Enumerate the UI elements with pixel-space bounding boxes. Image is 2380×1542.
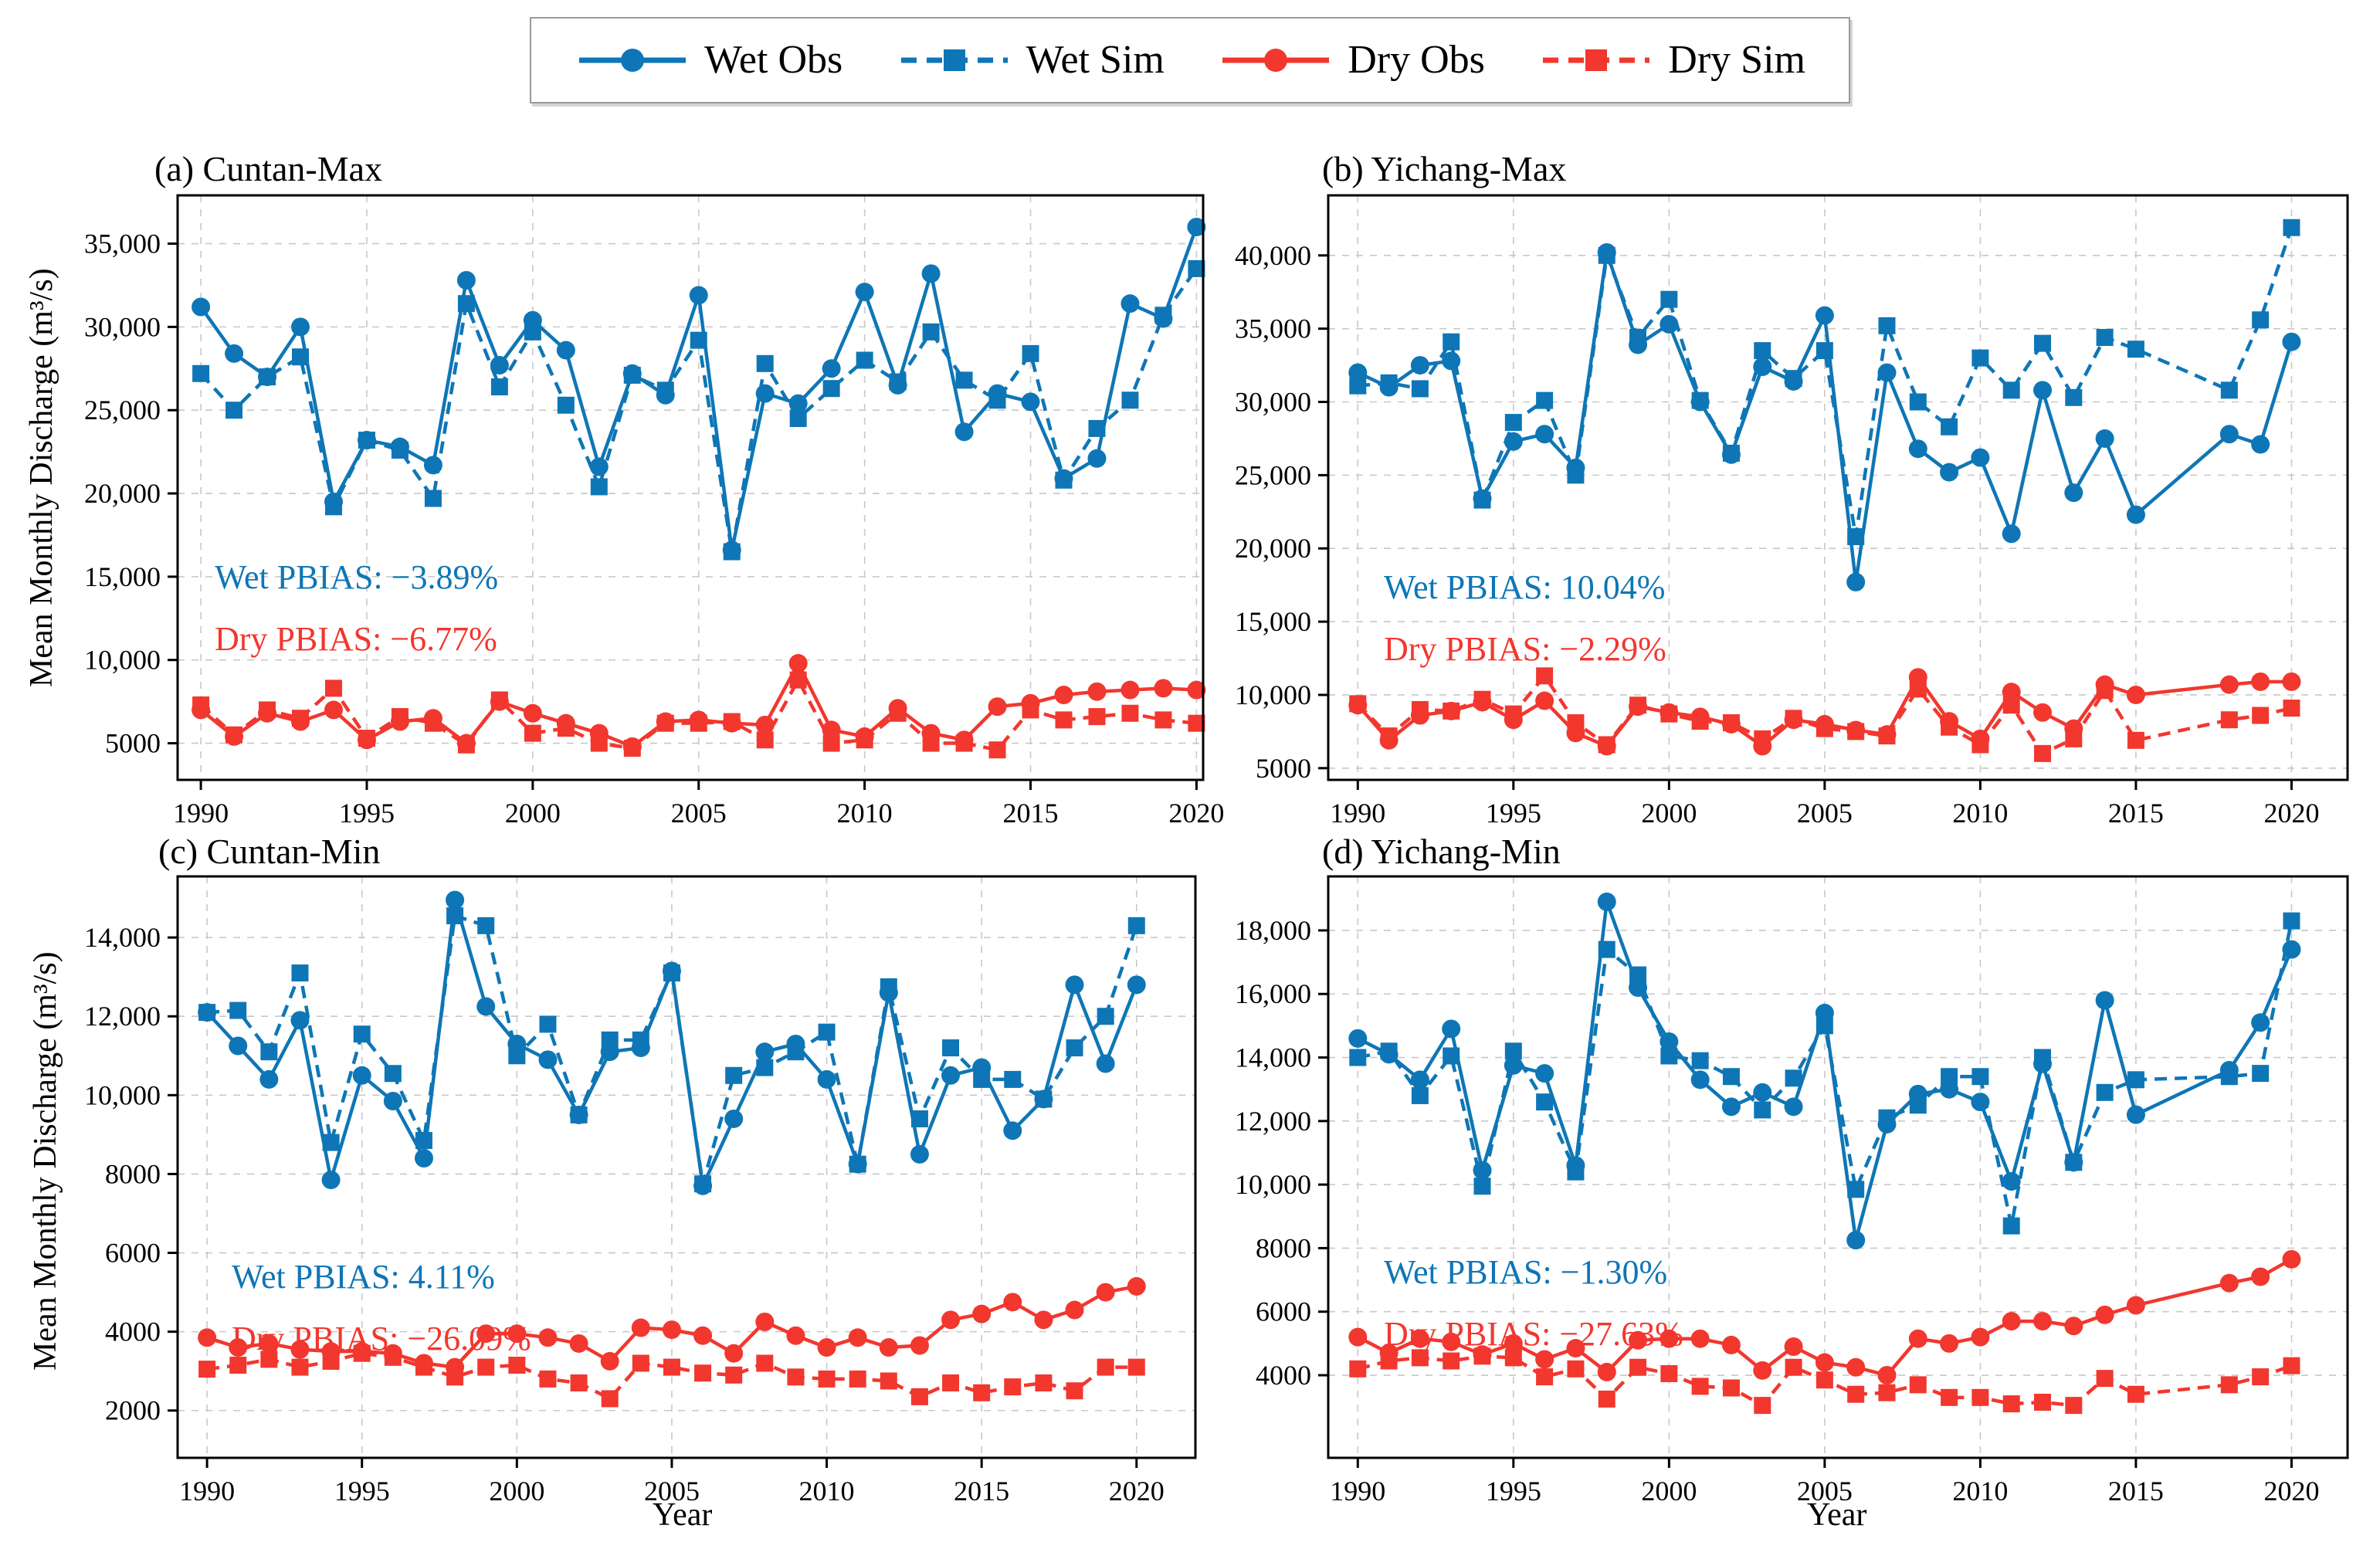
y-axis-label-bottom-row: Mean Monthly Discharge (m³/s) xyxy=(28,951,63,1371)
legend-item-dry-sim: Dry Sim xyxy=(1538,38,1805,83)
panel-a-title: (a) Cuntan-Max xyxy=(154,149,383,188)
dry-obs-line-marker-icon xyxy=(1222,49,1330,72)
panel-a-dry-pbias: Dry PBIAS: −6.77% xyxy=(215,620,497,658)
legend: Wet Obs Wet Sim Dry Obs Dry Sim xyxy=(530,17,1850,103)
svg-text:10,000: 10,000 xyxy=(1235,679,1311,710)
svg-text:4000: 4000 xyxy=(105,1317,161,1347)
panel-c-wet-pbias: Wet PBIAS: 4.11% xyxy=(232,1258,495,1296)
y-axis-label-top-row: Mean Monthly Discharge (m³/s) xyxy=(24,268,59,687)
svg-text:5000: 5000 xyxy=(1256,753,1311,784)
panel-d-dry-pbias: Dry PBIAS: −27.63% xyxy=(1384,1315,1683,1353)
svg-text:2010: 2010 xyxy=(837,798,893,829)
svg-text:2005: 2005 xyxy=(1797,1476,1853,1506)
legend-label: Wet Sim xyxy=(1026,38,1165,82)
svg-text:30,000: 30,000 xyxy=(1235,387,1311,418)
x-axis-label-right: Year xyxy=(1807,1497,1867,1533)
svg-text:40,000: 40,000 xyxy=(1235,240,1311,271)
legend-item-wet-obs: Wet Obs xyxy=(575,38,842,83)
panel-a-wet-pbias: Wet PBIAS: −3.89% xyxy=(215,558,499,596)
legend-item-wet-sim: Wet Sim xyxy=(897,38,1165,83)
svg-text:8000: 8000 xyxy=(1256,1232,1311,1263)
panel-c-plot: 2000 4000 6000 8000 10,000 12,000 14,000 1990 19… xyxy=(84,875,1197,1506)
svg-text:2010: 2010 xyxy=(799,1476,855,1506)
svg-text:10,000: 10,000 xyxy=(1235,1169,1311,1200)
svg-text:35,000: 35,000 xyxy=(84,229,161,259)
svg-text:2015: 2015 xyxy=(2108,798,2164,829)
svg-text:6000: 6000 xyxy=(105,1238,161,1269)
svg-text:1990: 1990 xyxy=(1330,798,1385,829)
legend-label: Wet Obs xyxy=(704,38,843,82)
svg-text:2005: 2005 xyxy=(671,798,727,829)
svg-text:20,000: 20,000 xyxy=(84,478,161,509)
svg-text:15,000: 15,000 xyxy=(1235,606,1311,637)
wet-sim-line-marker-icon xyxy=(900,49,1008,71)
svg-text:12,000: 12,000 xyxy=(84,1001,161,1032)
legend-label: Dry Sim xyxy=(1668,38,1805,82)
svg-text:1995: 1995 xyxy=(334,1476,390,1506)
svg-text:6000: 6000 xyxy=(1256,1296,1311,1327)
svg-text:12,000: 12,000 xyxy=(1235,1106,1311,1137)
svg-text:2020: 2020 xyxy=(1168,798,1224,829)
svg-text:10,000: 10,000 xyxy=(84,645,161,676)
svg-text:2005: 2005 xyxy=(1797,798,1853,829)
panel-a-plot: 5000 10,000 15,000 20,000 25,000 30,000 35,000… xyxy=(84,194,1224,829)
dry-sim-line-marker-icon xyxy=(1543,49,1650,71)
svg-text:1995: 1995 xyxy=(339,798,395,829)
legend-label: Dry Obs xyxy=(1348,38,1485,82)
svg-text:14,000: 14,000 xyxy=(84,922,161,953)
svg-text:15,000: 15,000 xyxy=(84,561,161,592)
svg-text:1990: 1990 xyxy=(179,1476,235,1506)
svg-text:2010: 2010 xyxy=(1952,798,2008,829)
svg-text:2020: 2020 xyxy=(2263,798,2319,829)
svg-text:18,000: 18,000 xyxy=(1235,915,1311,946)
panel-d-title: (d) Yichang-Min xyxy=(1322,832,1561,871)
svg-text:2000: 2000 xyxy=(1641,798,1697,829)
svg-text:14,000: 14,000 xyxy=(1235,1042,1311,1073)
svg-text:5000: 5000 xyxy=(105,728,161,759)
svg-text:25,000: 25,000 xyxy=(1235,459,1311,490)
svg-text:1990: 1990 xyxy=(1330,1476,1385,1506)
legend-item-dry-obs: Dry Obs xyxy=(1218,38,1485,83)
svg-text:30,000: 30,000 xyxy=(84,311,161,342)
svg-text:20,000: 20,000 xyxy=(1235,533,1311,564)
panel-d-plot: 4000 6000 8000 10,000 12,000 14,000 16,000 18,0… xyxy=(1235,875,2349,1506)
svg-text:4000: 4000 xyxy=(1256,1360,1311,1391)
panel-c-dry-pbias: Dry PBIAS: −26.09% xyxy=(232,1320,531,1357)
svg-text:1995: 1995 xyxy=(1486,1476,1541,1506)
svg-text:2015: 2015 xyxy=(2108,1476,2164,1506)
svg-text:2015: 2015 xyxy=(1003,798,1059,829)
panel-b-dry-pbias: Dry PBIAS: −2.29% xyxy=(1384,630,1666,668)
svg-text:25,000: 25,000 xyxy=(84,395,161,425)
svg-text:2000: 2000 xyxy=(505,798,561,829)
svg-text:35,000: 35,000 xyxy=(1235,313,1311,344)
svg-text:2000: 2000 xyxy=(1641,1476,1697,1506)
svg-text:1990: 1990 xyxy=(173,798,229,829)
panel-b-wet-pbias: Wet PBIAS: 10.04% xyxy=(1384,568,1666,606)
svg-text:10,000: 10,000 xyxy=(84,1079,161,1110)
svg-text:1995: 1995 xyxy=(1486,798,1541,829)
svg-text:2020: 2020 xyxy=(1109,1476,1165,1506)
svg-text:2000: 2000 xyxy=(489,1476,544,1506)
panel-d-wet-pbias: Wet PBIAS: −1.30% xyxy=(1384,1253,1668,1291)
x-axis-label-left: Year xyxy=(653,1497,713,1533)
panel-c-title: (c) Cuntan-Min xyxy=(158,832,381,871)
svg-text:2000: 2000 xyxy=(105,1395,161,1426)
svg-text:2005: 2005 xyxy=(644,1476,700,1506)
wet-obs-line-marker-icon xyxy=(579,49,686,72)
panel-b-plot: 5000 10,000 15,000 20,000 25,000 30,000 35,000… xyxy=(1235,194,2349,829)
svg-text:2010: 2010 xyxy=(1952,1476,2008,1506)
svg-text:2020: 2020 xyxy=(2263,1476,2319,1506)
svg-text:16,000: 16,000 xyxy=(1235,978,1311,1009)
svg-text:2015: 2015 xyxy=(954,1476,1009,1506)
panel-b-title: (b) Yichang-Max xyxy=(1322,149,1567,188)
svg-text:8000: 8000 xyxy=(105,1158,161,1189)
